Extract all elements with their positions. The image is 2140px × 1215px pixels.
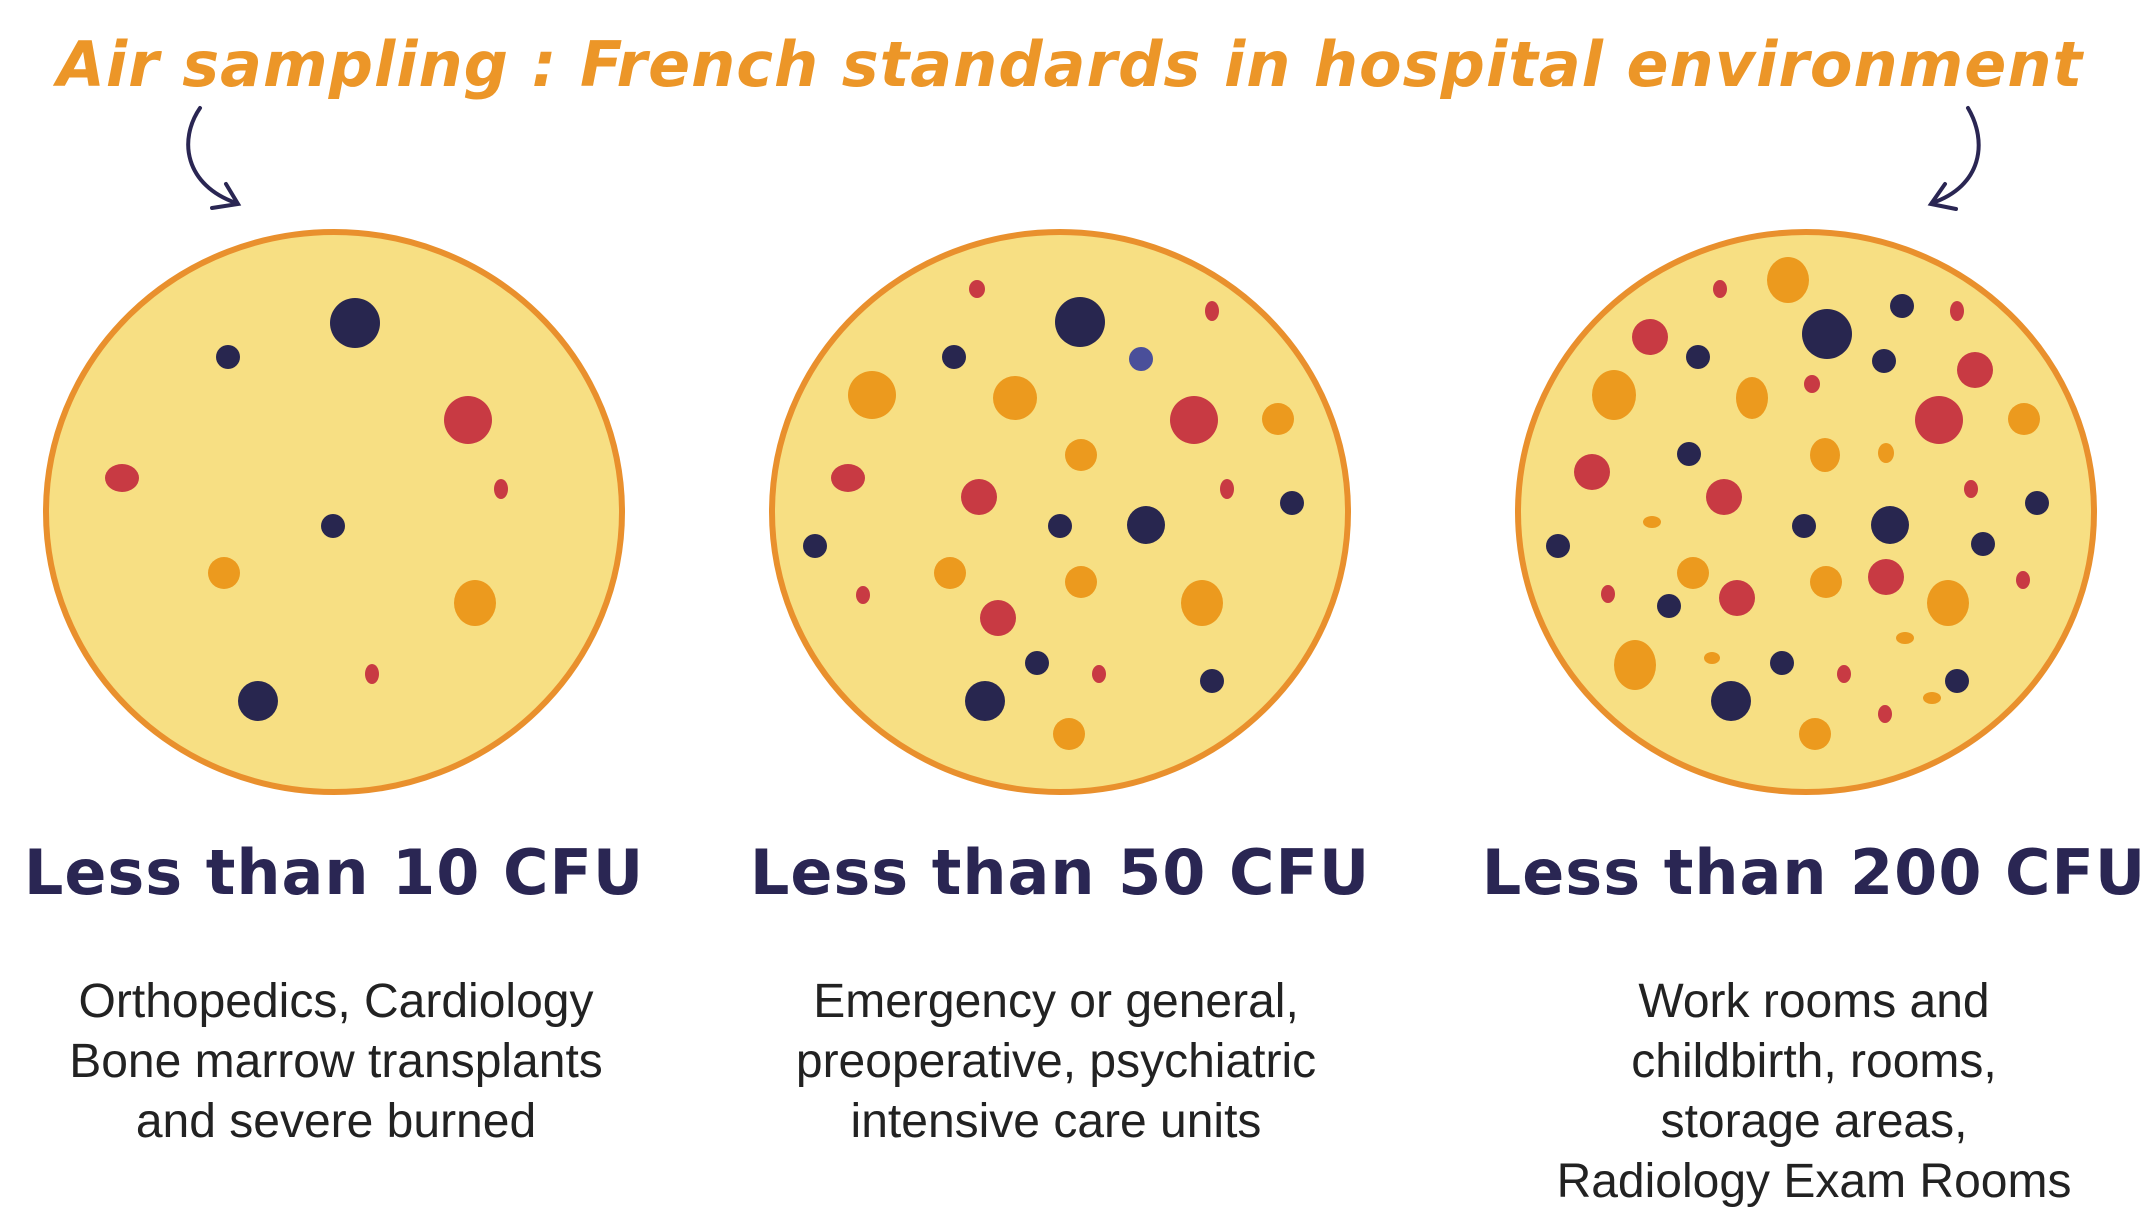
plate-disc: [43, 229, 625, 795]
colony-group: [803, 280, 1304, 750]
plate-2-description: Emergency or general, preoperative, psyc…: [706, 972, 1406, 1152]
description-line: Orthopedics, Cardiology: [78, 975, 594, 1028]
plate-1-description: Orthopedics, Cardiology Bone marrow tran…: [0, 972, 686, 1152]
description-line: Bone marrow transplants: [69, 1035, 603, 1088]
description-line: preoperative, psychiatric: [795, 1035, 1317, 1088]
description-line: and severe burned: [135, 1095, 537, 1148]
petri-plate-10-cfu: [43, 229, 625, 795]
petri-plate-200-cfu: [1515, 229, 2097, 795]
description-line: intensive care units: [850, 1095, 1262, 1148]
petri-plate-50-cfu: [769, 229, 1351, 795]
description-line: storage areas,: [1660, 1095, 1968, 1148]
description-line: Emergency or general,: [813, 975, 1299, 1028]
colony-group: [1546, 257, 2049, 750]
description-line: Radiology Exam Rooms: [1556, 1155, 2072, 1208]
description-line: Work rooms and: [1638, 975, 1990, 1028]
curved-arrow-right-icon: [1927, 106, 1981, 211]
plate-2-cfu-label: Less than 50 CFU: [749, 836, 1371, 909]
colony-group: [105, 298, 508, 721]
plate-1-cfu-label: Less than 10 CFU: [23, 836, 645, 909]
diagram-title: Air sampling : French standards in hospi…: [56, 28, 2084, 101]
description-line: childbirth, rooms,: [1631, 1035, 1997, 1088]
plate-disc: [769, 229, 1351, 795]
plate-disc: [1515, 229, 2097, 795]
plate-3-description: Work rooms and childbirth, rooms, storag…: [1464, 972, 2140, 1212]
curved-arrow-left-icon: [186, 106, 242, 210]
plate-3-cfu-label: Less than 200 CFU: [1481, 836, 2140, 909]
